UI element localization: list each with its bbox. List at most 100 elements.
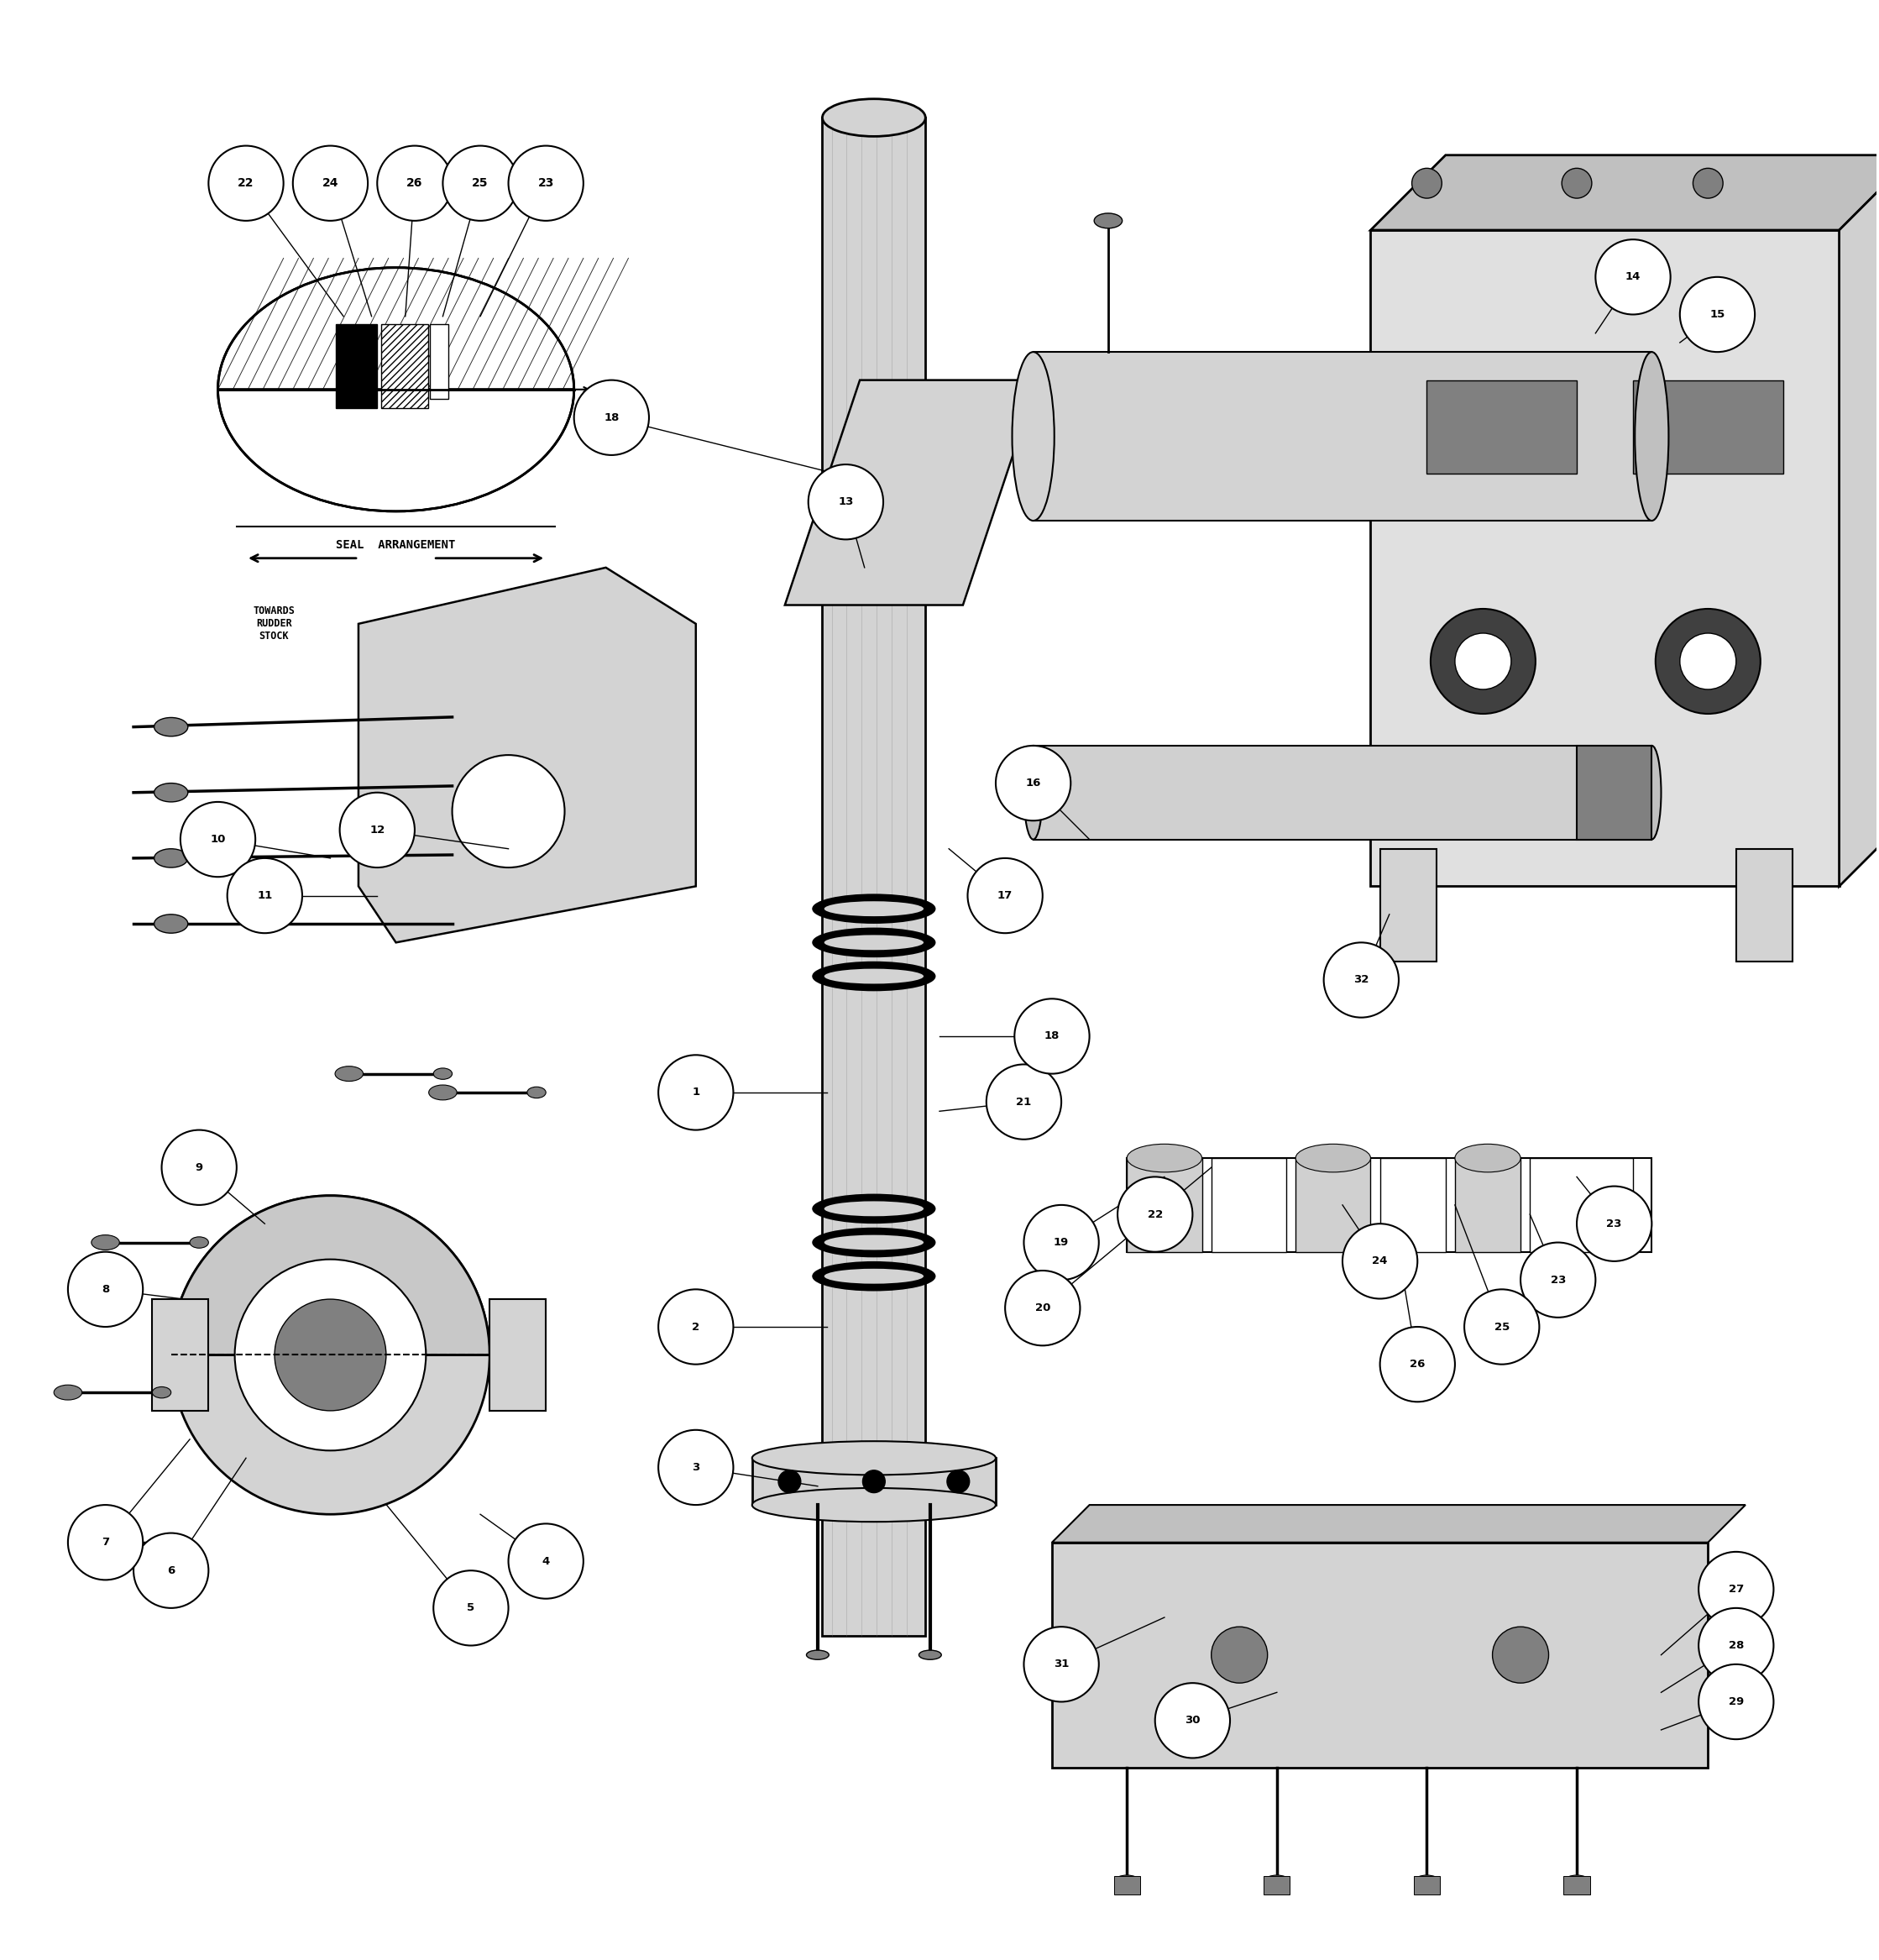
- Text: 7: 7: [101, 1537, 109, 1548]
- Ellipse shape: [1642, 745, 1661, 839]
- Ellipse shape: [814, 962, 936, 990]
- Bar: [1033, 353, 1652, 521]
- Text: 22: 22: [239, 176, 254, 188]
- Bar: [1736, 849, 1793, 960]
- Text: 26: 26: [406, 176, 423, 188]
- Ellipse shape: [919, 1650, 941, 1660]
- Text: 28: 28: [1729, 1641, 1744, 1650]
- Text: 25: 25: [472, 176, 489, 188]
- Text: 21: 21: [1017, 1096, 1032, 1107]
- Circle shape: [1561, 169, 1592, 198]
- Ellipse shape: [814, 929, 936, 956]
- Ellipse shape: [152, 1388, 171, 1397]
- Bar: [1052, 1543, 1708, 1768]
- Text: 18: 18: [1045, 1031, 1060, 1041]
- Bar: [1033, 745, 1652, 839]
- Text: TOWARDS
CYLINDER
END: TOWARDS CYLINDER END: [494, 606, 541, 641]
- Ellipse shape: [190, 1237, 209, 1249]
- Polygon shape: [785, 380, 1037, 606]
- Text: 24: 24: [1372, 1256, 1389, 1266]
- Bar: [1297, 1158, 1370, 1252]
- Ellipse shape: [528, 1088, 547, 1098]
- Ellipse shape: [171, 1537, 190, 1548]
- Ellipse shape: [825, 1268, 924, 1284]
- Text: 23: 23: [537, 176, 554, 188]
- Text: 23: 23: [1607, 1219, 1622, 1229]
- Ellipse shape: [1024, 745, 1043, 839]
- Ellipse shape: [825, 1201, 924, 1217]
- Text: TOWARDS
RUDDER
STOCK: TOWARDS RUDDER STOCK: [254, 606, 295, 641]
- Circle shape: [180, 802, 256, 876]
- Ellipse shape: [1116, 1876, 1139, 1886]
- Circle shape: [1379, 1327, 1454, 1401]
- Text: 20: 20: [1035, 1303, 1050, 1313]
- Text: 32: 32: [1353, 974, 1370, 986]
- Circle shape: [434, 1570, 509, 1646]
- Circle shape: [658, 1431, 733, 1505]
- Text: 23: 23: [1550, 1274, 1565, 1286]
- Ellipse shape: [814, 1262, 936, 1290]
- Text: 1: 1: [691, 1088, 699, 1098]
- Bar: [1212, 1158, 1287, 1252]
- Circle shape: [1680, 276, 1755, 353]
- Text: 12: 12: [370, 825, 385, 835]
- Bar: [752, 1458, 996, 1505]
- Text: 22: 22: [1148, 1209, 1163, 1219]
- Circle shape: [1156, 1684, 1231, 1758]
- Bar: [1563, 1876, 1590, 1895]
- Text: 30: 30: [1186, 1715, 1201, 1727]
- Text: 3: 3: [691, 1462, 699, 1472]
- Text: 25: 25: [1494, 1321, 1509, 1333]
- Bar: [1114, 1876, 1141, 1895]
- Circle shape: [1024, 1627, 1099, 1701]
- Bar: [1426, 380, 1576, 474]
- Circle shape: [509, 145, 582, 221]
- Circle shape: [968, 858, 1043, 933]
- Circle shape: [1323, 943, 1398, 1017]
- Bar: [1379, 1158, 1445, 1252]
- Polygon shape: [1840, 155, 1879, 886]
- Circle shape: [862, 1470, 885, 1494]
- Circle shape: [1015, 1000, 1090, 1074]
- Circle shape: [1430, 610, 1535, 713]
- Ellipse shape: [1565, 1876, 1588, 1886]
- Text: 13: 13: [838, 496, 853, 508]
- Circle shape: [1699, 1607, 1774, 1684]
- Circle shape: [133, 1533, 209, 1607]
- Text: 17: 17: [998, 890, 1013, 902]
- Circle shape: [1699, 1552, 1774, 1627]
- Ellipse shape: [154, 915, 188, 933]
- Circle shape: [1680, 633, 1736, 690]
- Circle shape: [808, 465, 883, 539]
- Polygon shape: [218, 390, 573, 512]
- Text: 2: 2: [691, 1321, 699, 1333]
- Text: 19: 19: [1054, 1237, 1069, 1249]
- Bar: [336, 323, 378, 408]
- Polygon shape: [171, 1196, 490, 1354]
- Text: 18: 18: [603, 412, 620, 423]
- Bar: [1454, 1158, 1520, 1252]
- Ellipse shape: [814, 894, 936, 923]
- Text: 16: 16: [1026, 778, 1041, 788]
- Bar: [1127, 1158, 1203, 1252]
- Circle shape: [947, 1470, 970, 1494]
- Ellipse shape: [1454, 1145, 1520, 1172]
- Circle shape: [1492, 1627, 1548, 1684]
- Text: 11: 11: [257, 890, 272, 902]
- Ellipse shape: [823, 98, 926, 137]
- Text: 27: 27: [1729, 1584, 1744, 1595]
- Bar: [381, 323, 428, 408]
- Circle shape: [1699, 1664, 1774, 1739]
- Circle shape: [453, 755, 564, 868]
- Circle shape: [1005, 1270, 1080, 1347]
- Circle shape: [171, 1196, 490, 1515]
- Circle shape: [227, 858, 303, 933]
- Circle shape: [1118, 1176, 1193, 1252]
- Circle shape: [1454, 633, 1511, 690]
- Circle shape: [274, 1299, 385, 1411]
- Ellipse shape: [54, 1386, 83, 1399]
- Ellipse shape: [752, 1488, 996, 1521]
- Text: 24: 24: [321, 176, 338, 188]
- Polygon shape: [1370, 155, 1879, 229]
- Ellipse shape: [825, 1235, 924, 1250]
